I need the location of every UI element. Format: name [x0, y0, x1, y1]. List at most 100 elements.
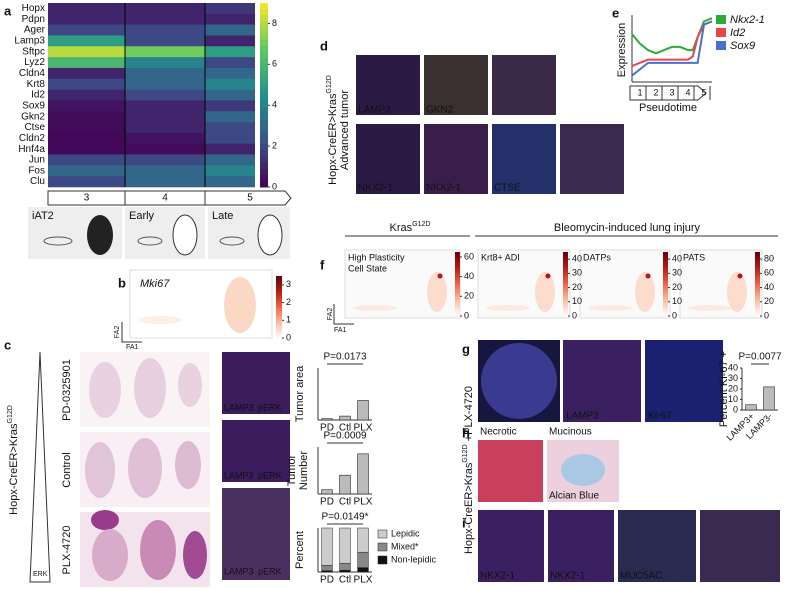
colorbar-tick-label: 40	[764, 282, 774, 292]
colorbar-segment	[755, 271, 760, 274]
stain-label: CTSE	[494, 183, 521, 194]
axis-label: Percent Ki-67 +	[718, 351, 730, 427]
micrograph	[478, 440, 543, 502]
cluster-bracket	[47, 190, 292, 206]
panel-letter: d	[320, 38, 328, 53]
y-tick-label: 30	[728, 373, 738, 383]
colorbar-segment	[663, 288, 668, 291]
panel-title: Necrotic	[480, 427, 517, 438]
x-tick-label: 1	[637, 87, 642, 97]
heatmap-cell	[205, 46, 255, 58]
treatment-label: PLX-4720	[61, 526, 73, 575]
genotype-text: Hopx-CreER>Kras	[327, 93, 339, 185]
colorbar-segment	[755, 311, 760, 315]
micrograph	[424, 55, 488, 115]
micrograph	[222, 488, 290, 580]
layout	[28, 55, 780, 587]
colorbar-tick-label: 40	[572, 253, 582, 263]
colorbar-segment	[663, 273, 668, 276]
genotype-text: Hopx-CreER>Kras	[463, 462, 475, 554]
heatmap-cell	[205, 57, 255, 69]
colorbar-segment	[663, 258, 668, 262]
axis-label: Percent	[294, 531, 306, 569]
gene-label: Id2	[31, 90, 45, 101]
colorbar-tick-label: 60	[464, 251, 474, 261]
colorbar-segment	[755, 266, 760, 270]
colorbar-segment	[755, 307, 760, 311]
heatmap-cell	[125, 100, 205, 112]
heatmap-cell	[125, 13, 205, 25]
plot-title: High Plasticity	[348, 252, 405, 262]
colorbar-segment	[563, 301, 568, 304]
colorbar-segment	[755, 294, 760, 298]
tissue	[178, 363, 202, 407]
colorbar-segment	[455, 281, 460, 285]
colorbar-segment	[563, 298, 568, 302]
colorbar-tick-label: 10	[672, 296, 682, 306]
colorbar-segment	[563, 281, 568, 285]
legend-label: Sox9	[730, 40, 755, 52]
colorbar-segment	[663, 264, 668, 268]
heatmap-cell	[205, 67, 255, 80]
colorbar-segment	[455, 305, 460, 308]
colorbar-tick-label: 20	[464, 291, 474, 301]
colorbar-tick-label: 0	[464, 310, 469, 320]
heatmap-cell	[205, 35, 255, 47]
heatmap-cell	[205, 111, 255, 123]
stain-label: MUC5AC	[620, 571, 662, 582]
colorbar-segment	[260, 33, 268, 41]
heatmap-cell	[125, 154, 205, 166]
colorbar-segment	[563, 309, 568, 313]
axis-label: FA1	[334, 327, 347, 334]
colorbar-segment	[663, 266, 668, 270]
colorbar-segment	[755, 256, 760, 259]
heatmap-cell	[205, 122, 255, 134]
bar	[339, 474, 351, 495]
gradient-label: ERK	[33, 571, 48, 578]
colorbar-segment	[755, 273, 760, 276]
colorbar-segment	[276, 323, 282, 327]
colorbar-segment	[663, 254, 668, 257]
stain-label: pERK	[258, 402, 282, 412]
x-tick-label: PLX	[354, 497, 373, 508]
colorbar-segment	[455, 275, 460, 279]
heatmap-cell	[205, 154, 255, 166]
colorbar-segment	[563, 273, 568, 276]
heatmap-cell	[48, 3, 125, 15]
colorbar-segment	[260, 82, 268, 90]
colorbar-segment	[563, 294, 568, 298]
gene-label: Cldn4	[19, 68, 46, 79]
umap	[172, 214, 198, 256]
colorbar-segment	[663, 313, 668, 317]
colorbar-segment	[663, 284, 668, 287]
colorbar-segment	[260, 45, 268, 53]
plot-title: Krt8+ ADI	[481, 252, 520, 262]
colorbar-segment	[276, 311, 282, 314]
colorbar-segment	[563, 277, 568, 281]
colorbar-segment	[276, 294, 282, 298]
colorbar-segment	[563, 290, 568, 294]
colorbar-segment	[276, 284, 282, 287]
axis-label: Number	[298, 451, 310, 490]
colorbar-segment	[455, 292, 460, 296]
colorbar-segment	[276, 317, 282, 320]
micrograph	[492, 55, 556, 115]
heatmap-cell	[125, 132, 205, 145]
colorbar-segment	[260, 9, 268, 16]
colorbar-segment	[663, 262, 668, 266]
y-tick-label: 40	[728, 362, 738, 372]
colorbar-segment	[663, 277, 668, 281]
heatmap-cell	[125, 111, 205, 123]
colorbar-segment	[455, 277, 460, 281]
micrograph	[222, 420, 290, 482]
colorbar-tick-label: 2	[272, 140, 277, 150]
heatmap-cell	[125, 24, 205, 36]
colorbar-segment	[260, 58, 268, 65]
umap	[219, 236, 245, 246]
colorbar-segment	[455, 271, 460, 274]
colorbar-segment	[276, 300, 282, 304]
axis-label: Tumor area	[294, 365, 306, 422]
colorbar-segment	[276, 331, 282, 335]
plot-title: Cell State	[348, 263, 387, 273]
